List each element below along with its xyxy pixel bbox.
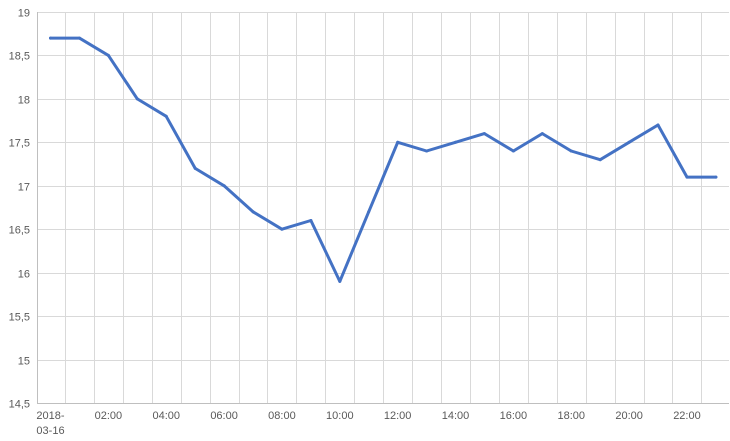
x-tick-label: 04:00 [152,410,180,422]
data-point [425,149,429,153]
y-tick-label: 18 [18,95,30,107]
x-tick-label: 08:00 [268,410,296,422]
data-point [251,210,255,214]
y-tick-label: 17 [18,182,30,194]
data-point [482,132,486,136]
data-point [627,140,631,144]
x-tick-label: 22:00 [673,410,701,422]
data-point [656,123,660,127]
x-tick-label: 10:00 [326,410,354,422]
series-line [49,36,718,283]
data-point [598,158,602,162]
data-point [714,175,718,179]
y-tick-label: 15,5 [9,312,30,324]
y-tick-label: 16,5 [9,225,30,237]
data-point [454,140,457,144]
y-axis-ticks: 14,5 15 15,5 16 16,5 17 17,5 18 18,5 19 [9,8,30,411]
grid [37,12,729,403]
y-tick-label: 15 [18,356,30,368]
data-point [164,114,168,118]
x-tick-label: 06:00 [210,410,238,422]
x-tick-label: 02:00 [95,410,123,422]
data-point [135,97,139,101]
data-point [309,219,313,222]
y-tick-label: 14,5 [9,399,30,411]
x-tick-label: 12:00 [384,410,412,422]
x-tick-label: 18:00 [557,410,585,422]
y-tick-label: 19 [18,8,30,20]
data-point [222,184,226,188]
series [49,36,718,283]
x-axis-ticks: 2018-03-16 02:00 04:00 06:00 08:00 10:00 12:00… [36,410,700,437]
data-point [367,210,371,214]
data-point [569,149,573,153]
data-point [511,149,515,153]
y-tick-label: 16 [18,269,30,281]
data-point [280,227,284,231]
data-point [338,279,342,283]
data-point [685,175,689,179]
data-point [106,53,110,57]
data-point [193,166,197,170]
data-point [77,36,81,40]
y-tick-label: 17,5 [9,138,30,150]
data-point [49,36,52,40]
axes [37,12,729,404]
x-tick-label: 20:00 [615,410,643,422]
y-tick-label: 18,5 [9,51,30,63]
x-tick-label: 14:00 [442,410,470,422]
data-point [540,132,544,136]
data-point [396,140,400,144]
x-tick-label: 16:00 [500,410,528,422]
x-tick-label: 2018-03-16 [36,410,64,437]
